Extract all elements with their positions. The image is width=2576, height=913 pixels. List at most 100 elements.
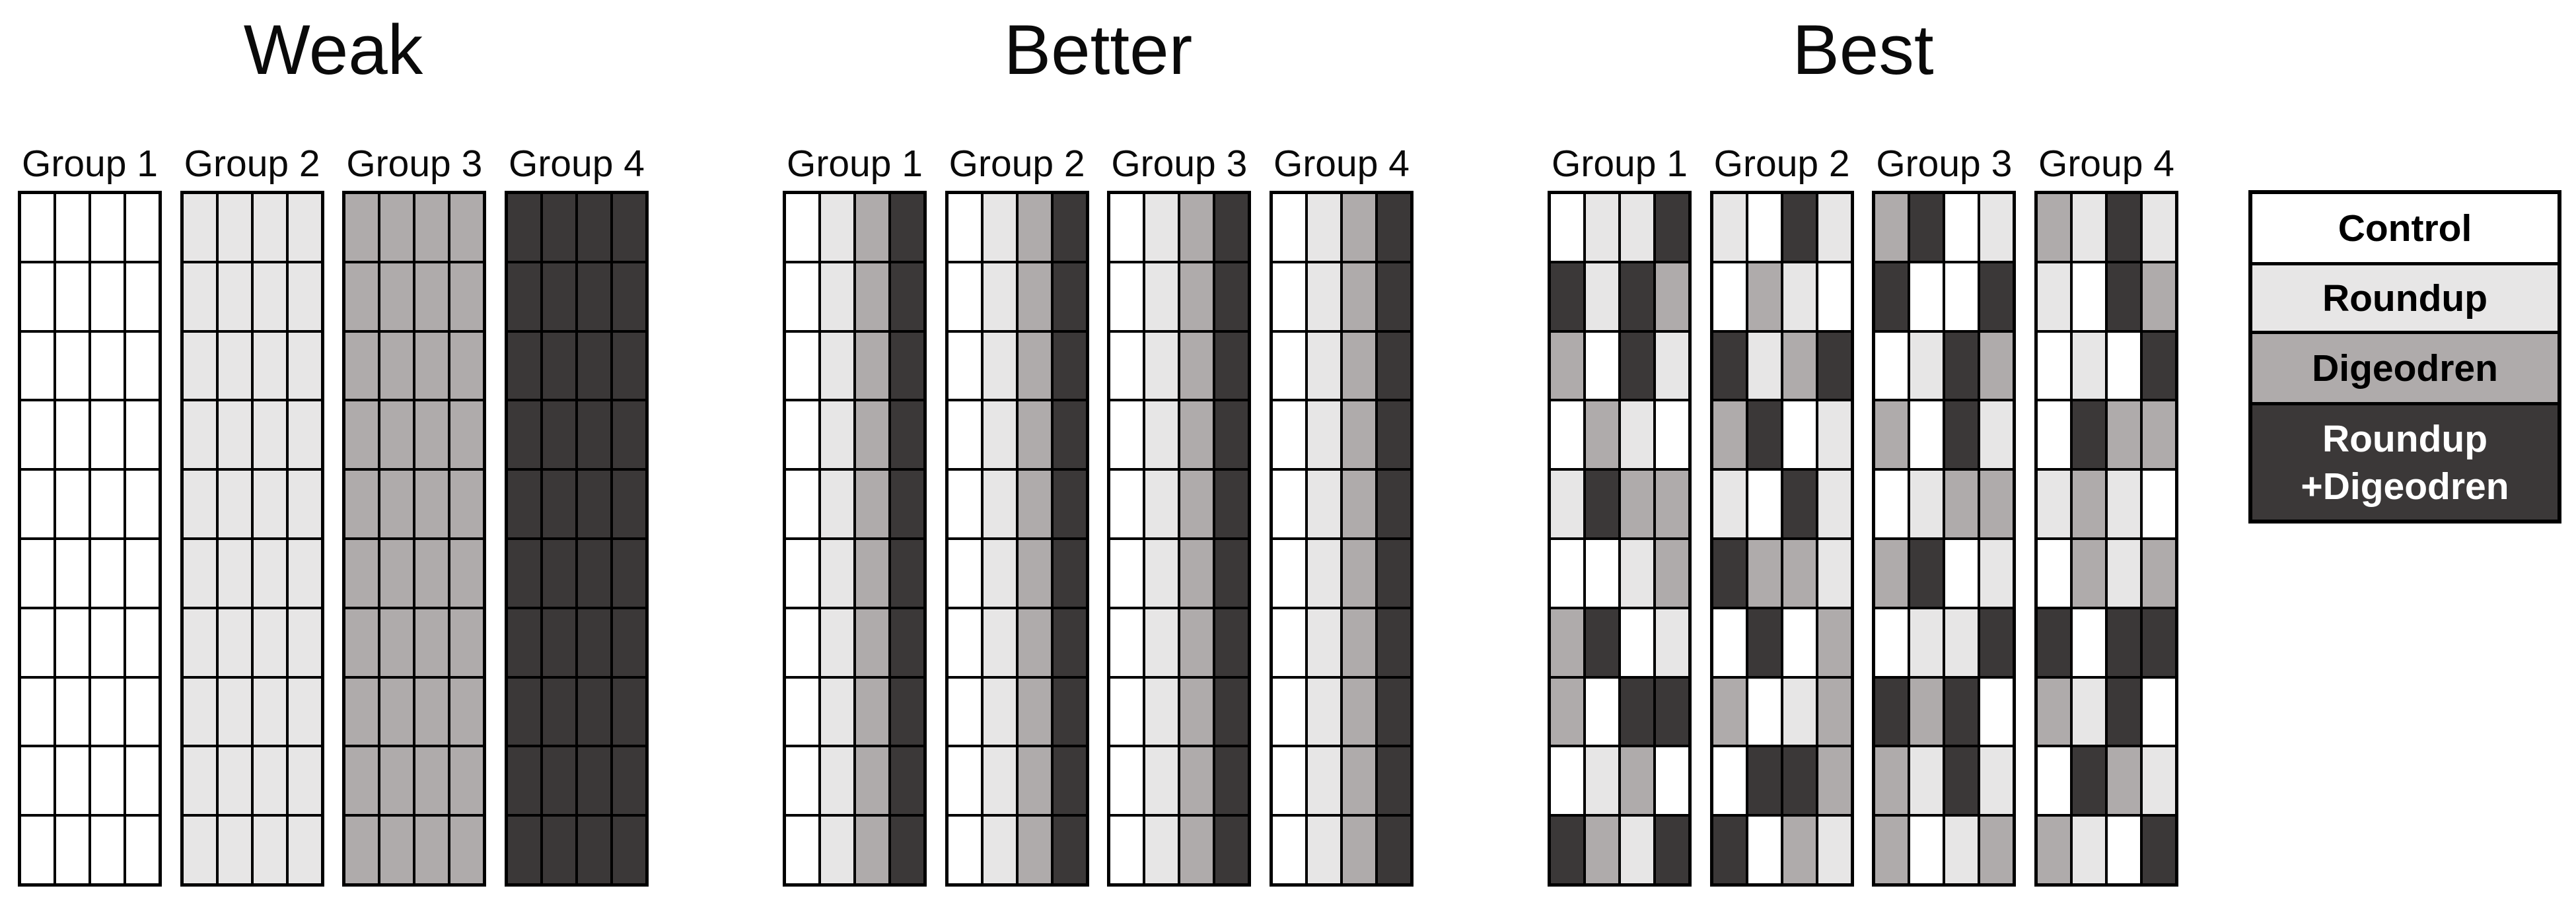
plot-cell-roundup-digeodren <box>1875 263 1908 330</box>
group-best-group-1: Group 1 <box>1548 125 1692 887</box>
plot-cell-control <box>21 471 54 537</box>
plot-cell-digeodren <box>450 263 483 330</box>
plot-cell-roundup <box>218 263 251 330</box>
plot-cell-roundup <box>253 194 286 261</box>
plot-cell-digeodren <box>856 817 888 883</box>
plot-cell-digeodren <box>415 332 448 399</box>
plot-cell-roundup <box>983 817 1016 883</box>
legend-item-control: Control <box>2252 194 2558 262</box>
plot-cell-control <box>1713 747 1746 815</box>
plot-cell-control <box>948 263 981 330</box>
plot-cell-digeodren <box>2107 747 2140 815</box>
plot-cell-digeodren <box>1621 747 1653 815</box>
plot-cell-roundup <box>821 540 853 607</box>
plot-cell-roundup <box>1783 678 1816 745</box>
plot-cell-digeodren <box>1018 747 1051 815</box>
plot-cell-control <box>948 609 981 676</box>
group-better-group-2: Group 2 <box>945 125 1089 887</box>
plot-cell-digeodren <box>1180 194 1213 261</box>
plot-cell-digeodren <box>415 747 448 815</box>
plot-cell-control <box>1621 609 1653 676</box>
plot-cell-control <box>948 817 981 883</box>
plot-cell-digeodren <box>1818 678 1851 745</box>
plot-cell-control <box>126 540 159 607</box>
plot-cell-roundup-digeodren <box>542 678 575 745</box>
plot-cell-roundup-digeodren <box>507 194 540 261</box>
plot-cell-control <box>1272 540 1305 607</box>
group-label: Group 2 <box>1713 143 1850 185</box>
plot-cell-roundup-digeodren <box>612 471 645 537</box>
plot-grid <box>1269 191 1413 887</box>
plot-cell-control <box>56 263 89 330</box>
plot-cell-roundup-digeodren <box>1053 747 1086 815</box>
plot-cell-roundup <box>218 471 251 537</box>
plot-cell-roundup <box>1783 263 1816 330</box>
plot-cell-roundup <box>218 401 251 469</box>
plot-cell-control <box>21 817 54 883</box>
legend-label: Control <box>2338 207 2472 250</box>
plot-cell-roundup <box>288 678 321 745</box>
plot-cell-digeodren <box>1018 194 1051 261</box>
plot-cell-digeodren <box>345 678 378 745</box>
plot-cell-roundup-digeodren <box>891 540 923 607</box>
plot-cell-control <box>786 540 818 607</box>
plot-cell-digeodren <box>1180 401 1213 469</box>
plot-cell-control <box>786 194 818 261</box>
plot-cell-control <box>91 747 124 815</box>
plot-cell-control <box>91 817 124 883</box>
plot-cell-control <box>1272 678 1305 745</box>
plot-cell-roundup <box>288 401 321 469</box>
plot-cell-control <box>1110 332 1143 399</box>
plot-cell-digeodren <box>345 540 378 607</box>
plot-cell-roundup-digeodren <box>612 194 645 261</box>
plot-cell-roundup <box>1307 194 1340 261</box>
plot-cell-digeodren <box>450 401 483 469</box>
plot-cell-digeodren <box>2037 678 2070 745</box>
plot-cell-roundup-digeodren <box>612 401 645 469</box>
plot-cell-roundup <box>183 678 216 745</box>
plot-cell-control <box>1783 609 1816 676</box>
plot-cell-roundup-digeodren <box>1377 401 1410 469</box>
plot-cell-digeodren <box>380 194 413 261</box>
plot-cell-control <box>1910 263 1943 330</box>
plot-cell-control <box>56 401 89 469</box>
plot-cell-digeodren <box>450 194 483 261</box>
plot-cell-control <box>786 609 818 676</box>
plot-cell-roundup-digeodren <box>1748 609 1781 676</box>
plot-cell-control <box>21 540 54 607</box>
group-best-group-4: Group 4 <box>2034 125 2178 887</box>
plot-cell-digeodren <box>2072 540 2105 607</box>
plot-cell-control <box>1110 194 1143 261</box>
plot-cell-roundup-digeodren <box>1053 332 1086 399</box>
plot-cell-roundup <box>1145 609 1178 676</box>
plot-cell-roundup <box>1945 817 1978 883</box>
plot-cell-roundup <box>1621 194 1653 261</box>
plot-cell-roundup <box>253 332 286 399</box>
plot-cell-digeodren <box>2072 471 2105 537</box>
plot-cell-roundup <box>1307 747 1340 815</box>
section-better: Better Group 1 Group 2 Group 3 Group 4 <box>783 0 1413 913</box>
plot-cell-control <box>786 332 818 399</box>
plot-cell-roundup <box>218 747 251 815</box>
plot-cell-roundup <box>1980 747 2013 815</box>
plot-cell-roundup-digeodren <box>1910 540 1943 607</box>
plot-grid <box>342 191 487 887</box>
plot-cell-roundup <box>1145 401 1178 469</box>
plot-cell-roundup <box>218 678 251 745</box>
plot-cell-roundup-digeodren <box>1945 332 1978 399</box>
group-label: Group 3 <box>1111 143 1248 185</box>
plot-cell-roundup-digeodren <box>1621 678 1653 745</box>
plot-cell-digeodren <box>1910 678 1943 745</box>
plot-cell-roundup <box>2072 817 2105 883</box>
plot-cell-control <box>56 817 89 883</box>
plot-cell-digeodren <box>415 678 448 745</box>
plot-cell-control <box>1748 194 1781 261</box>
plot-cell-control <box>1875 471 1908 537</box>
plot-cell-digeodren <box>1748 263 1781 330</box>
plot-cell-roundup-digeodren <box>1215 747 1248 815</box>
plot-cell-roundup-digeodren <box>891 194 923 261</box>
plot-cell-control <box>2037 747 2070 815</box>
plot-cell-roundup <box>1910 609 1943 676</box>
plot-cell-roundup-digeodren <box>577 401 610 469</box>
